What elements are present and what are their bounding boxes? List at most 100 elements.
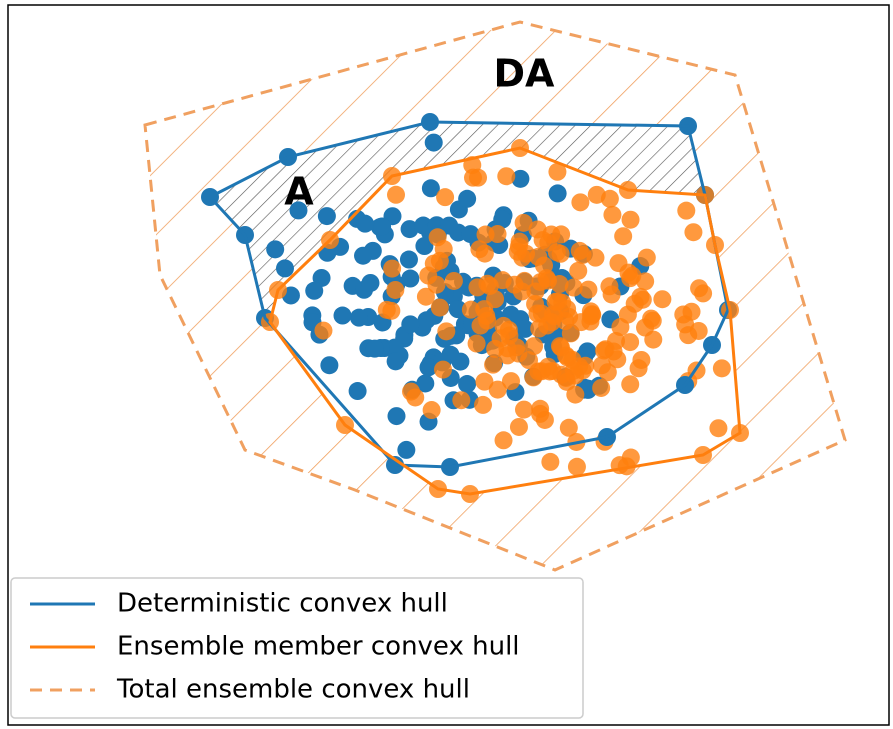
- point: [566, 385, 585, 404]
- point: [320, 356, 339, 375]
- legend-label: Ensemble member convex hull: [117, 632, 520, 662]
- point: [428, 228, 447, 247]
- point: [386, 352, 405, 371]
- point: [348, 382, 367, 401]
- point: [361, 273, 380, 292]
- point: [563, 350, 582, 369]
- point: [488, 380, 507, 399]
- point: [406, 388, 425, 407]
- point: [397, 440, 416, 459]
- point: [587, 185, 606, 204]
- point: [548, 184, 567, 203]
- point: [461, 225, 480, 244]
- point: [586, 248, 605, 267]
- point: [592, 378, 611, 397]
- point: [385, 338, 404, 357]
- point: [529, 247, 548, 266]
- point: [623, 266, 642, 285]
- point: [430, 251, 449, 270]
- point: [354, 246, 373, 265]
- point: [538, 271, 557, 290]
- point: [467, 334, 486, 353]
- point: [305, 281, 324, 300]
- point: [419, 358, 438, 377]
- point: [458, 375, 477, 394]
- point: [548, 162, 567, 181]
- point: [498, 339, 517, 358]
- point: [422, 401, 441, 420]
- point: [629, 359, 648, 378]
- point: [509, 417, 528, 436]
- point: [493, 271, 512, 290]
- point: [621, 210, 640, 229]
- point: [448, 300, 467, 319]
- point: [511, 169, 530, 188]
- point: [349, 308, 368, 327]
- point: [631, 287, 650, 306]
- point: [333, 306, 352, 325]
- point: [401, 269, 420, 288]
- point: [636, 318, 655, 337]
- point: [424, 133, 443, 152]
- point: [676, 315, 695, 334]
- point: [571, 193, 590, 212]
- point: [516, 319, 535, 338]
- point: [266, 240, 285, 259]
- point: [444, 271, 463, 290]
- point: [356, 214, 375, 233]
- point: [434, 360, 453, 379]
- point: [515, 271, 534, 290]
- point: [621, 333, 640, 352]
- point: [383, 259, 402, 278]
- point: [684, 223, 703, 242]
- point: [709, 419, 728, 438]
- point: [386, 280, 405, 299]
- point: [419, 266, 438, 285]
- point: [415, 237, 434, 256]
- label-a: A: [284, 170, 314, 214]
- point: [436, 188, 455, 207]
- point: [557, 372, 576, 391]
- point: [524, 368, 543, 387]
- point: [437, 322, 456, 341]
- point: [484, 355, 503, 374]
- point: [694, 284, 713, 303]
- point: [387, 185, 406, 204]
- point: [567, 457, 586, 476]
- point: [452, 391, 471, 410]
- point: [400, 220, 419, 239]
- point: [607, 331, 626, 350]
- legend: [10, 577, 584, 719]
- point: [559, 418, 578, 437]
- point: [501, 372, 520, 391]
- point: [497, 167, 516, 186]
- point: [510, 232, 529, 251]
- point: [579, 280, 598, 299]
- point: [476, 225, 495, 244]
- point: [603, 205, 622, 224]
- point: [689, 321, 708, 340]
- point: [677, 201, 696, 220]
- point: [569, 261, 588, 280]
- point: [520, 351, 539, 370]
- label-da: DA: [494, 52, 556, 96]
- point: [653, 290, 672, 309]
- point: [539, 233, 558, 252]
- point: [314, 321, 333, 340]
- point: [461, 300, 480, 319]
- point: [712, 359, 731, 378]
- point: [621, 448, 640, 467]
- point: [440, 216, 459, 235]
- point: [572, 313, 591, 332]
- point: [458, 189, 477, 208]
- point: [570, 241, 589, 260]
- point: [549, 292, 568, 311]
- point: [541, 452, 560, 471]
- point: [515, 400, 534, 419]
- point: [525, 337, 544, 356]
- point: [542, 313, 561, 332]
- point: [399, 250, 418, 269]
- point: [430, 298, 449, 317]
- ensemble-hull: [268, 146, 742, 496]
